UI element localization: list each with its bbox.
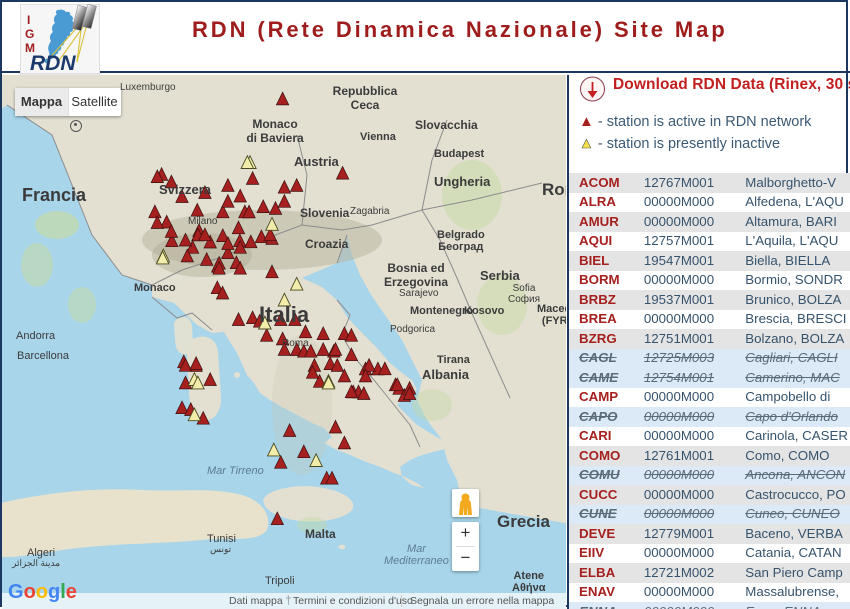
svg-text:RDN: RDN: [30, 52, 76, 75]
svg-text:I: I: [27, 13, 30, 27]
svg-text:G: G: [25, 27, 34, 41]
